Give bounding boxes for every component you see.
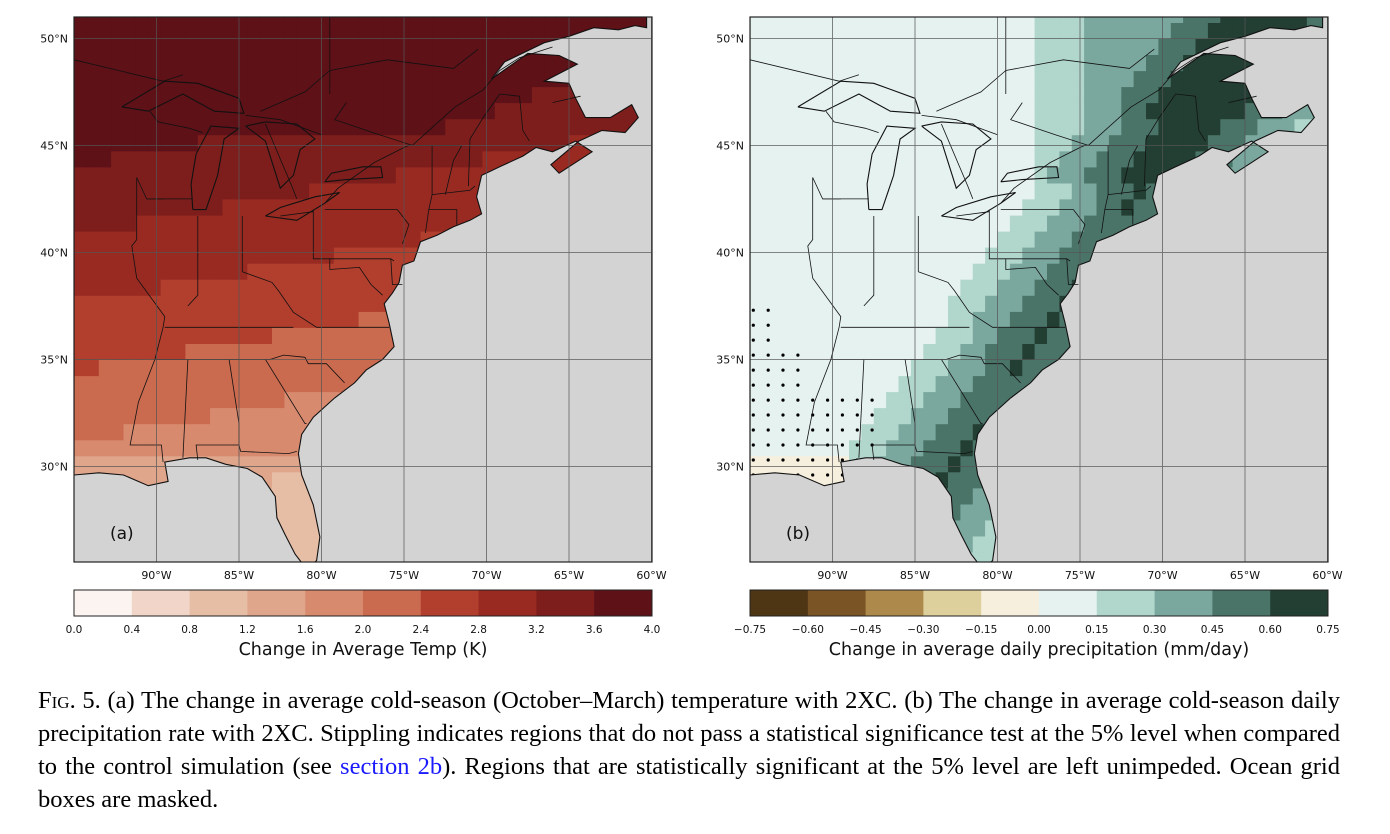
figure: 50°N 45°N 40°N 35°N 30°N 90°W 85°W 80°W 75°W 70°W… — [40, 16, 1343, 660]
colorbar-tick-label: 0.0 — [66, 624, 83, 636]
colorbar-segment — [420, 590, 479, 616]
colorbar-segment — [189, 590, 248, 616]
lon-tick-label: 65°W — [554, 569, 584, 582]
lon-tick-label: 85°W — [900, 569, 930, 582]
colorbar-segment — [478, 590, 537, 616]
lat-tick-label: 30°N — [40, 460, 68, 473]
colorbar-tick-label: 0.60 — [1259, 624, 1282, 636]
colorbar-segment — [131, 590, 190, 616]
lat-tick-label: 40°N — [40, 246, 68, 259]
caption-figure-label: Fig. 5. — [38, 687, 101, 714]
colorbar-tick-label: −0.75 — [734, 624, 766, 636]
colorbar-tick-label: 2.8 — [470, 624, 487, 636]
colorbar-tick-label: 1.2 — [239, 624, 256, 636]
colorbar-tick-label: 0.4 — [123, 624, 140, 636]
lon-tick-label: 70°W — [471, 569, 501, 582]
lon-tick-label: 90°W — [817, 569, 847, 582]
lon-tick-label: 80°W — [982, 569, 1012, 582]
colorbar-segment — [981, 590, 1040, 616]
colorbar-segment — [363, 590, 422, 616]
colorbar-segment — [536, 590, 595, 616]
lat-tick-label: 35°N — [40, 353, 68, 366]
political-boundaries — [750, 17, 1324, 562]
colorbar-segment — [1096, 590, 1155, 616]
colorbar-segment — [74, 590, 133, 616]
colorbar-segment — [594, 590, 653, 616]
colorbar-segment — [1154, 590, 1213, 616]
colorbar-segment — [807, 590, 866, 616]
panel-label: (b) — [786, 524, 810, 544]
lon-tick-label: 90°W — [141, 569, 171, 582]
colorbar-tick-label: −0.30 — [907, 624, 939, 636]
colorbar — [73, 589, 653, 617]
colorbar-tick-label: 0.30 — [1143, 624, 1166, 636]
colorbar-tick-label: 3.6 — [586, 624, 603, 636]
lon-tick-label: 60°W — [1312, 569, 1342, 582]
lon-tick-label: 80°W — [306, 569, 336, 582]
panel-label: (a) — [110, 524, 134, 544]
colorbar-tick-label: 2.0 — [355, 624, 372, 636]
colorbar-segment — [1212, 590, 1271, 616]
lat-tick-label: 45°N — [716, 139, 744, 152]
colorbar-tick-label: 1.6 — [297, 624, 314, 636]
lon-tick-label: 65°W — [1230, 569, 1260, 582]
panel-a-temperature-map: 50°N 45°N 40°N 35°N 30°N 90°W 85°W 80°W 75°W 70°W… — [40, 16, 667, 660]
map-frame — [73, 16, 653, 563]
lon-tick-label: 75°W — [1065, 569, 1095, 582]
lat-tick-label: 45°N — [40, 139, 68, 152]
colorbar-tick-label: 0.45 — [1201, 624, 1224, 636]
colorbar — [749, 589, 1329, 617]
lat-tick-label: 40°N — [716, 246, 744, 259]
colorbar-tick-label: 0.8 — [181, 624, 198, 636]
political-boundaries — [74, 17, 648, 562]
colorbar-segment — [1270, 590, 1329, 616]
colorbar-title: Change in average daily precipitation (m… — [829, 640, 1249, 660]
colorbar-segment — [247, 590, 306, 616]
lon-tick-label: 60°W — [636, 569, 666, 582]
lat-tick-label: 50°N — [716, 32, 744, 45]
colorbar-title: Change in Average Temp (K) — [239, 640, 488, 660]
colorbar-tick-label: 0.15 — [1085, 624, 1108, 636]
colorbar-tick-label: −0.45 — [850, 624, 882, 636]
colorbar-segment — [865, 590, 924, 616]
colorbar-segment — [923, 590, 982, 616]
colorbar-tick-label: 4.0 — [644, 624, 661, 636]
colorbar-tick-label: 2.4 — [412, 624, 429, 636]
colorbar-segment — [1039, 590, 1098, 616]
colorbar-tick-label: −0.60 — [792, 624, 824, 636]
lat-tick-label: 30°N — [716, 460, 744, 473]
lat-tick-label: 50°N — [40, 32, 68, 45]
colorbar-tick-label: 3.2 — [528, 624, 545, 636]
colorbar-tick-label: −0.15 — [965, 624, 997, 636]
colorbar-tick-label: 0.00 — [1027, 624, 1050, 636]
panel-b-precipitation-map: 50°N 45°N 40°N 35°N 30°N 90°W 85°W 80°W 75°W 70°W… — [716, 16, 1343, 660]
caption-text-end: ). Regions that are statistically signif… — [38, 753, 1340, 813]
figure-caption: Fig. 5. (a) The change in average cold-s… — [38, 684, 1340, 816]
section-2b-link[interactable]: section 2b — [340, 753, 443, 780]
caption-text: (a) The change in average cold-season (O… — [38, 687, 1340, 780]
lat-tick-label: 35°N — [716, 353, 744, 366]
lon-tick-label: 70°W — [1147, 569, 1177, 582]
map-frame — [749, 16, 1329, 563]
lon-tick-label: 75°W — [389, 569, 419, 582]
colorbar-segment — [305, 590, 364, 616]
colorbar-tick-label: 0.75 — [1316, 624, 1339, 636]
colorbar-segment — [750, 590, 809, 616]
lon-tick-label: 85°W — [224, 569, 254, 582]
